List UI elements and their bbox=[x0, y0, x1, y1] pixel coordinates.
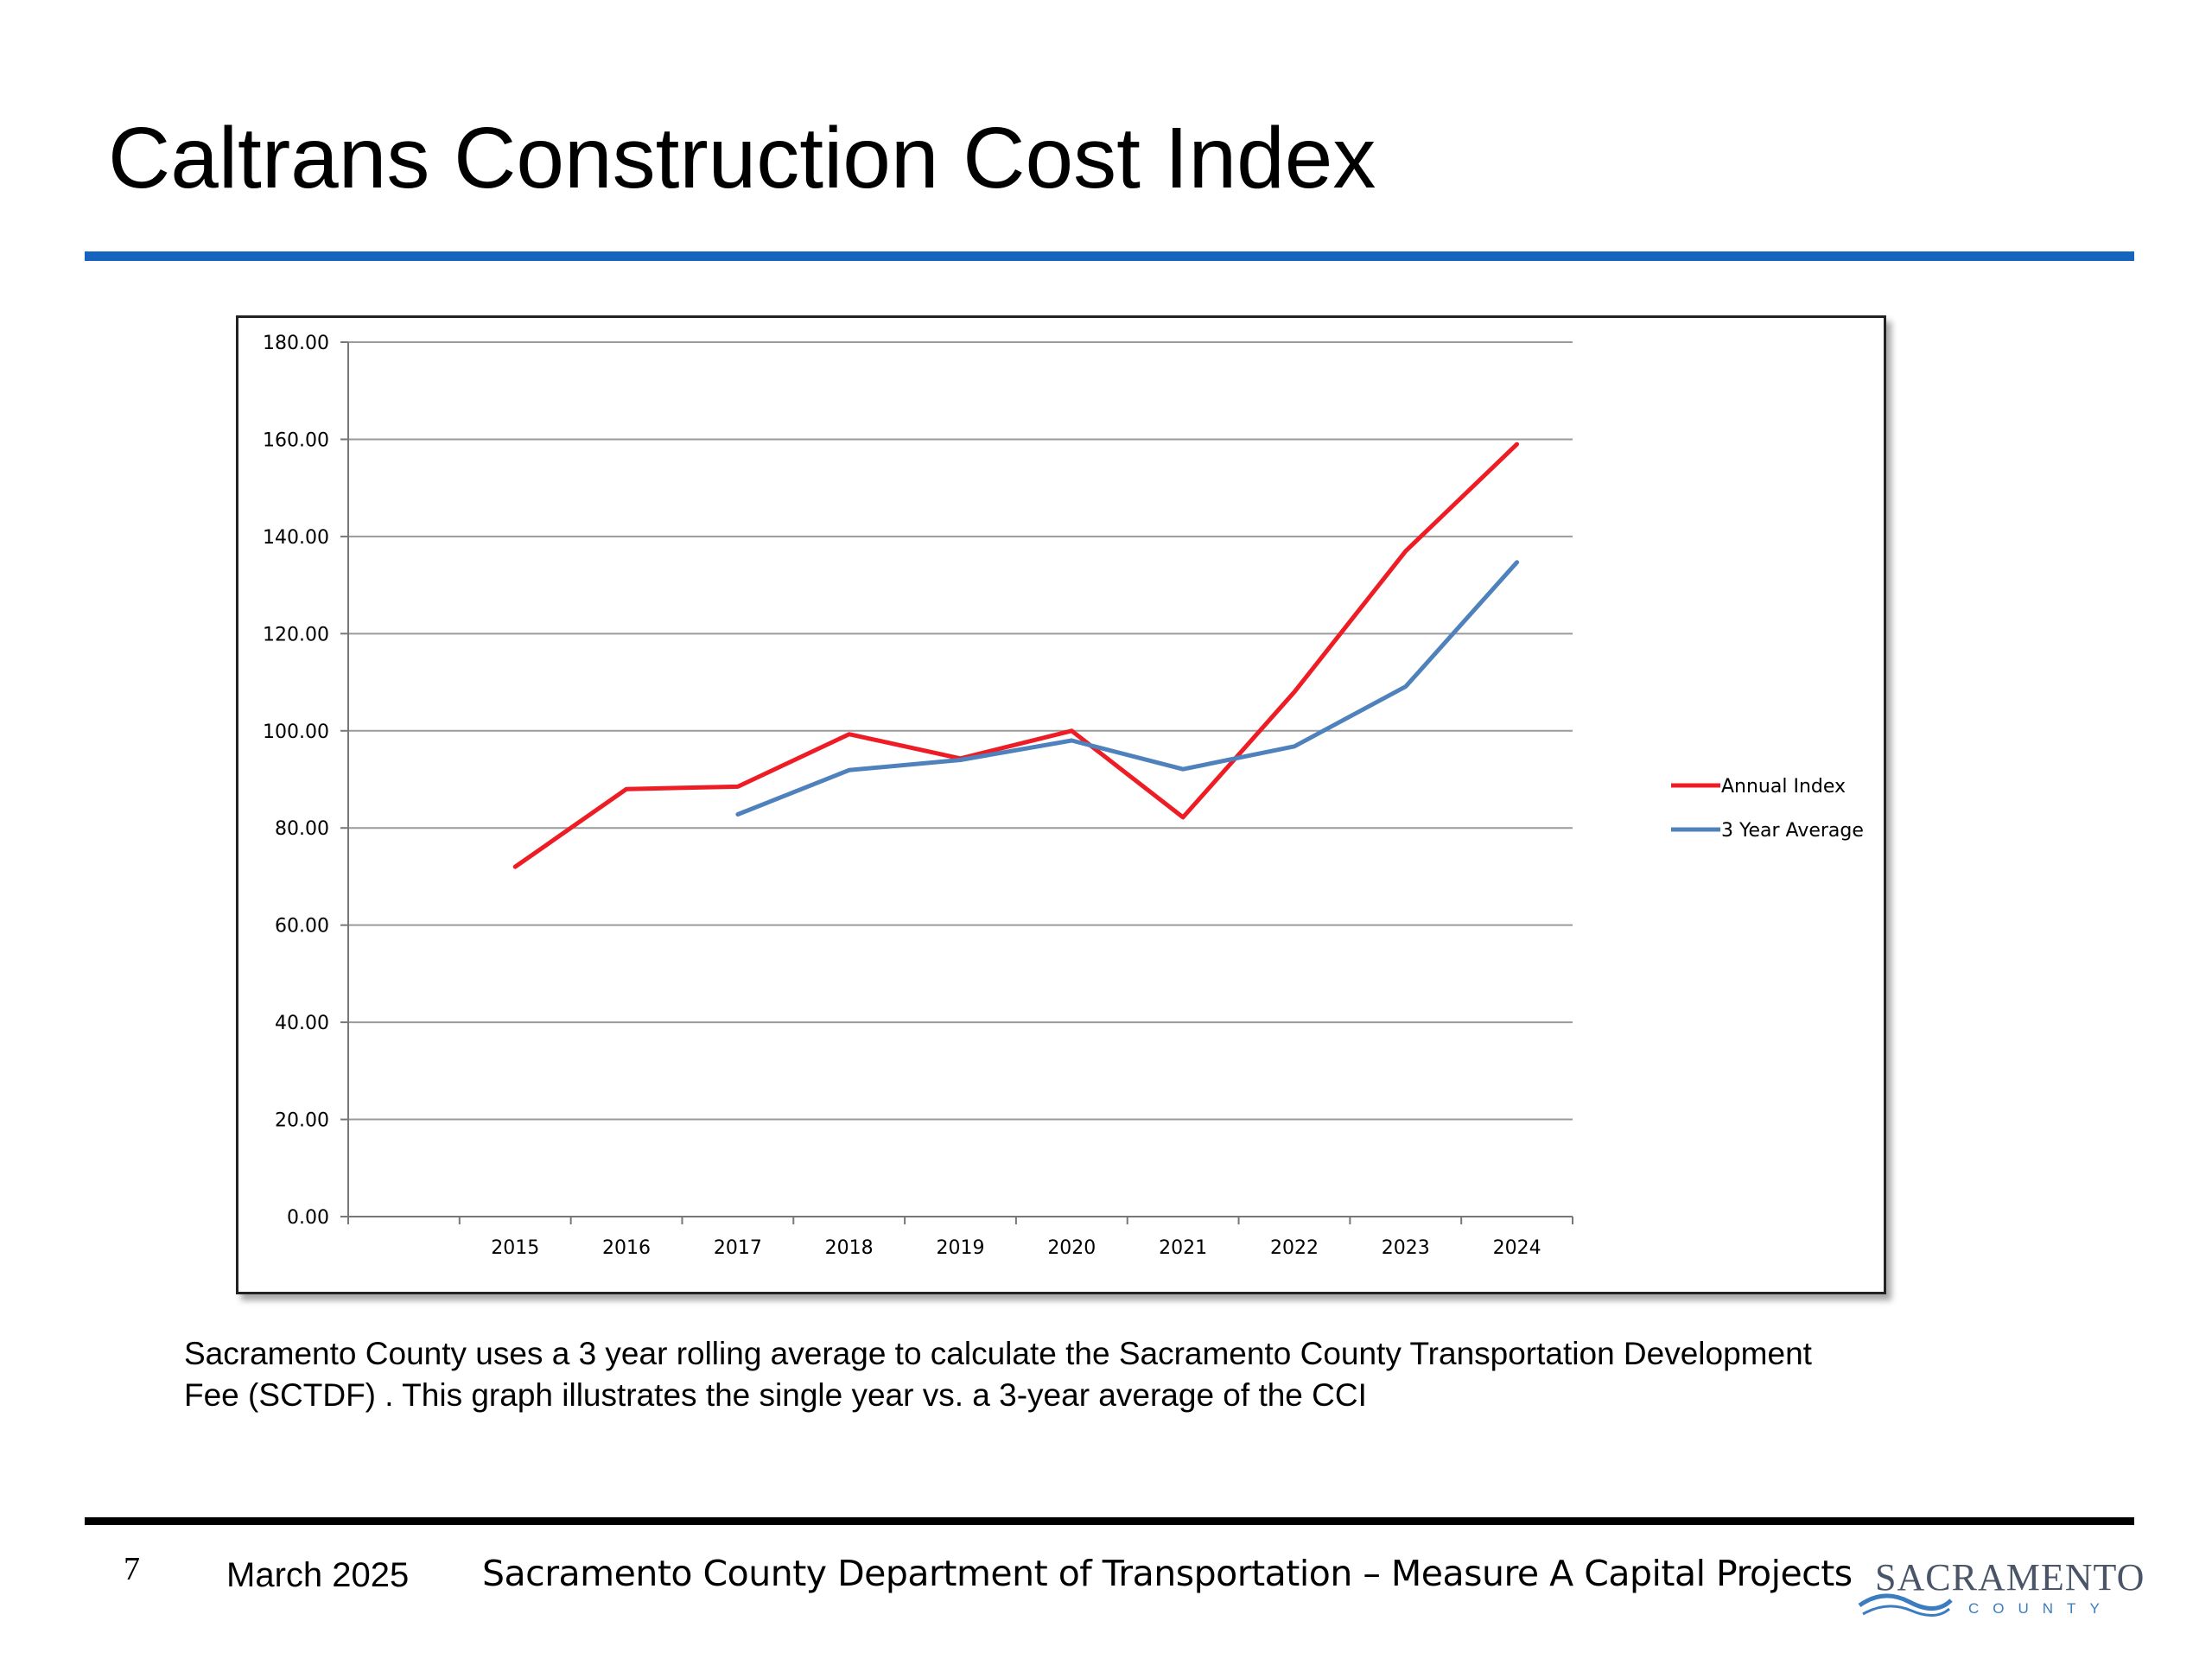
logo-wave-icon bbox=[1858, 1593, 1953, 1617]
y-tick-label: 180.00 bbox=[263, 333, 329, 354]
chart-caption: Sacramento County uses a 3 year rolling … bbox=[184, 1336, 1812, 1413]
y-tick-label: 100.00 bbox=[263, 721, 329, 743]
y-tick-label: 40.00 bbox=[275, 1013, 329, 1034]
x-tick-label: 2018 bbox=[825, 1237, 874, 1259]
title-divider bbox=[85, 251, 2134, 261]
footer-date: March 2025 bbox=[226, 1556, 410, 1594]
cci-line-chart: 0.00 20.00 40.00 60.00 80.00 100.00 120.00 140.… bbox=[263, 333, 1864, 1259]
footer-divider bbox=[85, 1517, 2134, 1525]
y-tick-label: 120.00 bbox=[263, 624, 329, 645]
x-tick-label: 2021 bbox=[1159, 1237, 1207, 1259]
y-tick-label: 160.00 bbox=[263, 429, 329, 451]
y-tick-label: 0.00 bbox=[287, 1207, 329, 1229]
x-tick-label: 2023 bbox=[1382, 1237, 1430, 1259]
series-line-annual-index bbox=[512, 442, 1520, 869]
series-line-3-year-average bbox=[735, 560, 1520, 817]
x-tick-label: 2017 bbox=[714, 1237, 762, 1259]
logo-sub: COUNTY bbox=[1968, 1600, 2113, 1617]
chart-frame: 0.00 20.00 40.00 60.00 80.00 100.00 120.00 140.… bbox=[236, 315, 1886, 1294]
footer-department: Sacramento County Department of Transpor… bbox=[482, 1553, 1853, 1594]
y-tick-label: 140.00 bbox=[263, 527, 329, 549]
y-tick-label: 80.00 bbox=[275, 818, 329, 840]
legend-label: 3 Year Average bbox=[1721, 820, 1864, 842]
page-number: 7 bbox=[124, 1551, 140, 1587]
legend-label: Annual Index bbox=[1721, 776, 1846, 798]
y-tick-label: 60.00 bbox=[275, 916, 329, 938]
sacramento-county-logo: SACRAMENTO COUNTY bbox=[1858, 1555, 2144, 1633]
x-tick-label: 2015 bbox=[491, 1237, 539, 1259]
slide-title: Caltrans Construction Cost Index bbox=[108, 110, 1376, 207]
y-tick-label: 20.00 bbox=[275, 1110, 329, 1132]
x-tick-label: 2020 bbox=[1047, 1237, 1096, 1259]
logo-word: SACRAMENTO bbox=[1875, 1556, 2145, 1599]
x-tick-label: 2024 bbox=[1493, 1237, 1541, 1259]
x-tick-label: 2016 bbox=[602, 1237, 651, 1259]
x-tick-label: 2022 bbox=[1270, 1237, 1319, 1259]
x-tick-label: 2019 bbox=[937, 1237, 985, 1259]
